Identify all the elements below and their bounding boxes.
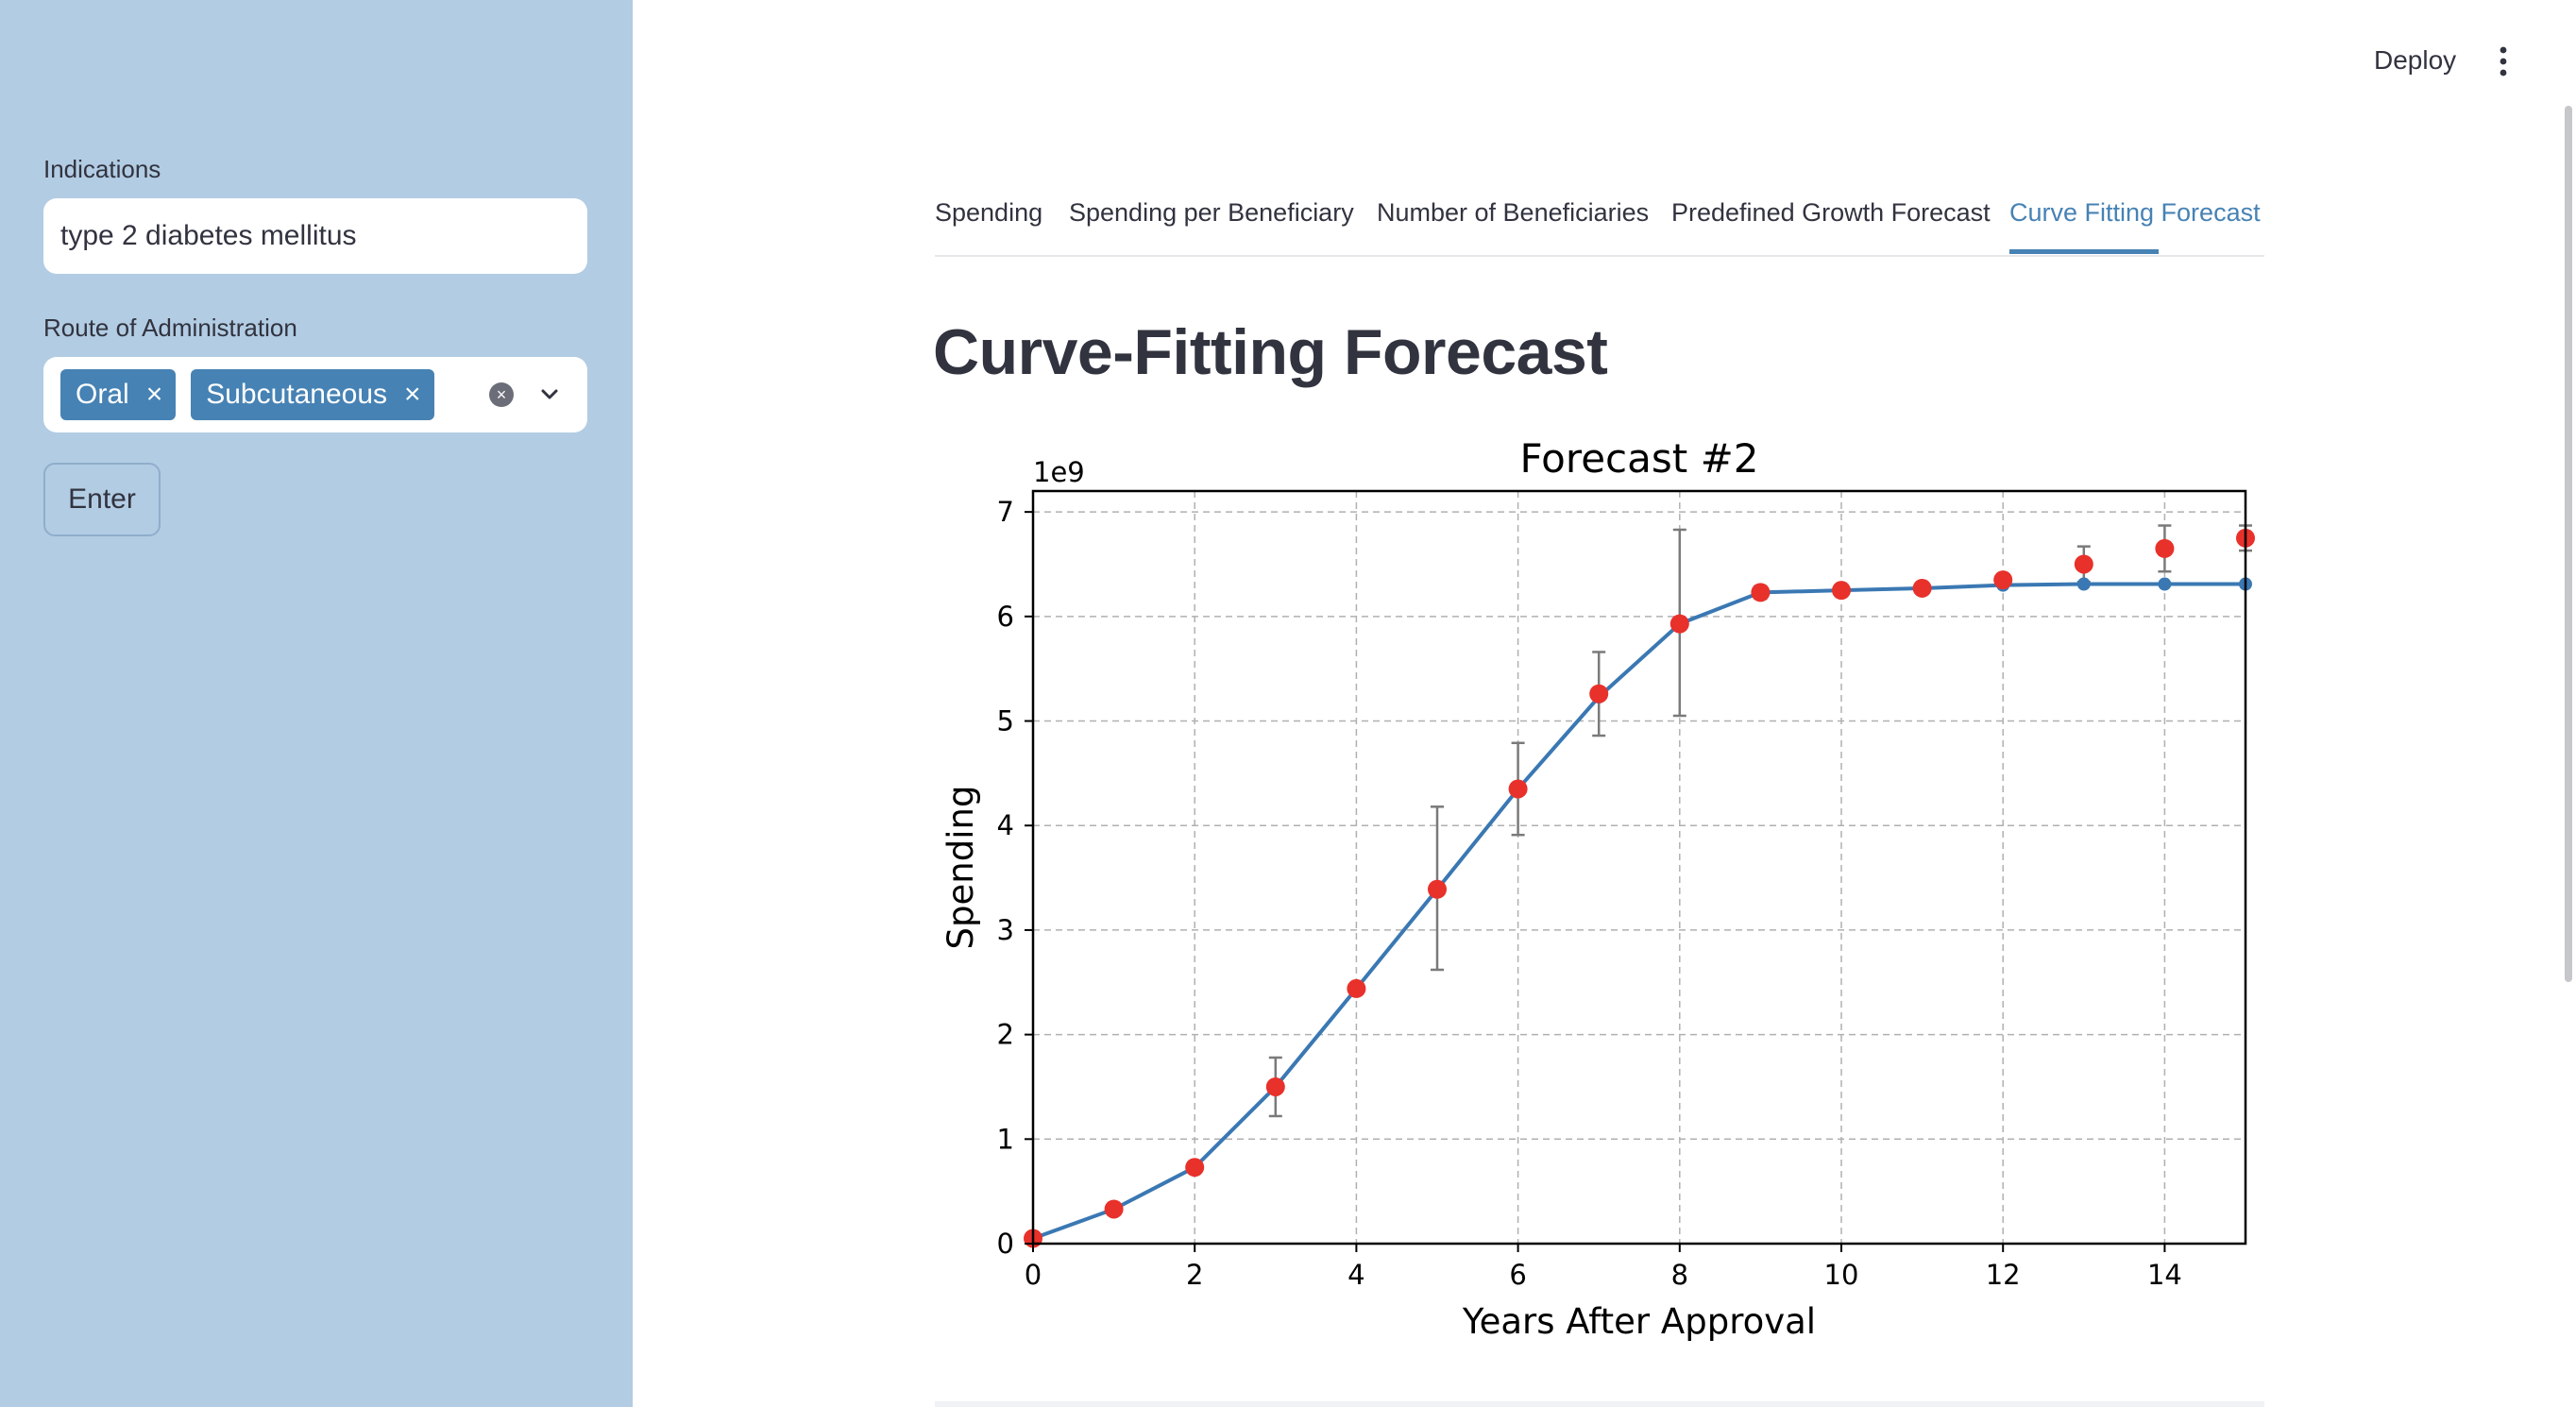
observed-points [1024, 528, 2255, 1248]
observed-point [1751, 583, 1771, 602]
next-section-edge [935, 1401, 2264, 1407]
observed-point [1912, 578, 1932, 598]
indications-label: Indications [43, 155, 161, 183]
y-tick-label: 7 [997, 496, 1014, 528]
error-bars [1188, 524, 2252, 1174]
x-tick-label: 4 [1347, 1259, 1364, 1291]
tab-predefined-growth-forecast[interactable]: Predefined Growth Forecast [1671, 198, 1991, 227]
chip-oral-label: Oral [76, 379, 129, 410]
page-title: Curve-Fitting Forecast [933, 316, 1608, 388]
tab-bar: Spending Spending per Beneficiary Number… [935, 179, 2264, 257]
chart-title: Forecast #2 [1520, 435, 1759, 482]
active-tab-indicator [2009, 249, 2159, 254]
x-tick-label: 0 [1025, 1259, 1042, 1291]
page-scrollbar[interactable] [2565, 106, 2572, 982]
chevron-down-icon[interactable] [536, 381, 563, 408]
chip-oral: Oral × [60, 369, 177, 420]
fitted-point [2158, 577, 2172, 591]
x-tick-label: 14 [2147, 1259, 2182, 1291]
observed-point [1508, 779, 1528, 799]
route-label: Route of Administration [43, 314, 297, 342]
remove-subcutaneous-icon[interactable]: × [404, 379, 421, 410]
chip-subcutaneous-label: Subcutaneous [206, 379, 388, 410]
y-axis-ticks: 0 1 2 3 4 5 6 7 [997, 496, 1033, 1260]
enter-button[interactable]: Enter [43, 463, 161, 536]
observed-point [1428, 879, 1447, 899]
y-tick-label: 0 [997, 1228, 1014, 1260]
observed-point [2074, 554, 2093, 574]
tab-number-of-beneficiaries[interactable]: Number of Beneficiaries [1377, 198, 1650, 227]
tab-curve-fitting-forecast[interactable]: Curve Fitting Forecast [2009, 198, 2261, 227]
chart-grid [1033, 491, 2246, 1244]
sidebar: Indications type 2 diabetes mellitus Rou… [0, 0, 633, 1407]
deploy-button[interactable]: Deploy [2374, 45, 2457, 75]
y-tick-label: 4 [997, 809, 1014, 841]
observed-point [1185, 1158, 1205, 1178]
fitted-curve-line [1032, 582, 2246, 1241]
observed-point [1104, 1199, 1124, 1219]
x-axis-label: Years After Approval [1462, 1301, 1816, 1342]
x-tick-label: 8 [1671, 1259, 1688, 1291]
observed-point [1347, 978, 1366, 998]
observed-point [1265, 1076, 1285, 1096]
observed-point [1993, 570, 2013, 590]
more-vertical-icon[interactable] [2491, 45, 2516, 77]
tab-spending[interactable]: Spending [935, 198, 1043, 227]
x-tick-label: 2 [1186, 1259, 1203, 1291]
indications-value: type 2 diabetes mellitus [60, 220, 357, 251]
observed-point [2155, 538, 2175, 558]
fitted-point [2076, 577, 2091, 591]
y-scale-label: 1e9 [1033, 456, 1085, 488]
y-tick-label: 2 [997, 1019, 1014, 1051]
observed-point [1589, 684, 1609, 704]
chip-subcutaneous: Subcutaneous × [191, 369, 434, 420]
x-tick-label: 10 [1824, 1259, 1859, 1291]
observed-point [1832, 581, 1851, 601]
clear-all-icon[interactable]: × [489, 382, 514, 407]
y-tick-label: 6 [997, 601, 1014, 633]
remove-oral-icon[interactable]: × [145, 379, 163, 410]
plot-frame [1031, 489, 2247, 1246]
y-tick-label: 5 [997, 705, 1014, 737]
route-multiselect[interactable]: Oral × Subcutaneous × × [43, 357, 587, 432]
observed-point [1669, 614, 1689, 634]
y-tick-label: 3 [997, 914, 1014, 946]
indications-input[interactable]: type 2 diabetes mellitus [43, 198, 587, 274]
tab-spending-per-beneficiary[interactable]: Spending per Beneficiary [1069, 198, 1354, 227]
x-axis-ticks: 0 2 4 6 8 10 12 14 [1025, 1244, 2182, 1291]
fitted-points [1026, 577, 2252, 1246]
y-axis-label: Spending [941, 786, 981, 950]
x-tick-label: 6 [1509, 1259, 1526, 1291]
y-tick-label: 1 [997, 1123, 1014, 1155]
x-tick-label: 12 [1986, 1259, 2021, 1291]
